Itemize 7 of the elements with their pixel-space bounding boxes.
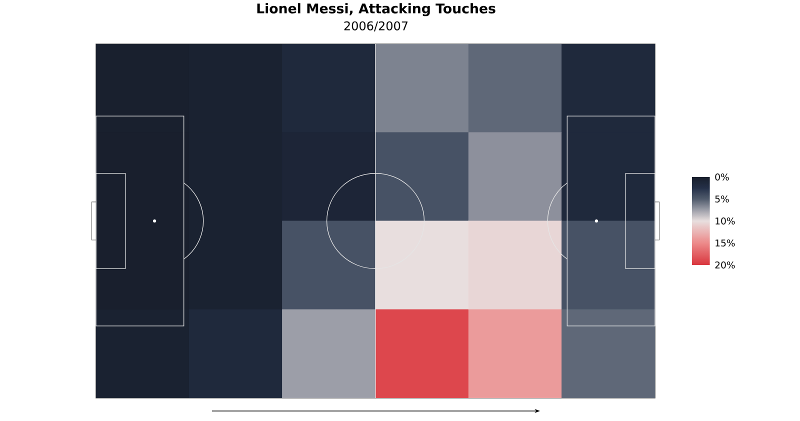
color-bar-label: 5% <box>715 195 729 203</box>
color-bar-label: 15% <box>716 239 735 247</box>
color-bar-label: 10% <box>716 217 735 225</box>
chart-title: Lionel Messi, Attacking Touches <box>257 3 496 16</box>
chart-subtitle: 2006/2007 <box>344 21 408 32</box>
color-bar-label: 20% <box>715 261 735 269</box>
color-bar-label: 0% <box>715 173 729 181</box>
